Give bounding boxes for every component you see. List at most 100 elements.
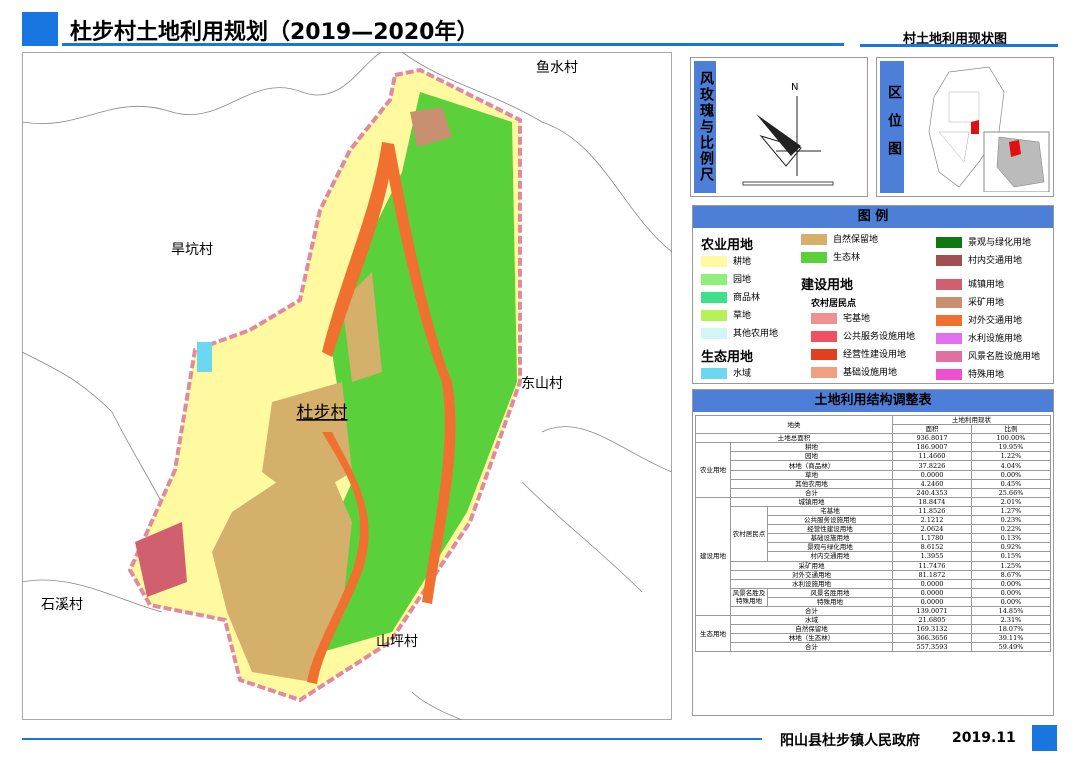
legend-item: 采矿用地 [936, 297, 1004, 309]
table-row: 草地 0.0000 0.00% [696, 469, 1051, 480]
table-cell: 经营性建设用地 [767, 524, 893, 535]
table-cell: 240.4353 [892, 487, 972, 498]
legend-item: 水利设施用地 [936, 333, 1022, 345]
table-row: 土地总面积 936.8017 100.00% [695, 433, 1051, 444]
legend-item: 经营性建设用地 [811, 349, 906, 361]
table-row: 林地（生态林） 366.3656 39.11% [696, 633, 1051, 644]
table-cell: 0.23% [971, 515, 1051, 526]
legend-label: 水域 [733, 369, 752, 379]
table-cell: 19.95% [971, 442, 1051, 453]
table-cell: 建设用地 [695, 496, 731, 617]
legend-swatch [701, 274, 727, 285]
footer-date: 2019.11 [952, 730, 1016, 746]
table-cell: 1.25% [971, 560, 1051, 571]
table-cell: 8.6152 [892, 542, 972, 553]
legend-swatch [936, 369, 962, 380]
table-cell: 合计 [730, 605, 893, 617]
legend-item: 村内交通用地 [936, 255, 1022, 267]
legend-label: 其他农用地 [733, 329, 779, 339]
table-cell: 草地 [730, 469, 893, 480]
table-cell: 11.7476 [892, 560, 972, 571]
legend-item: 其他农用地 [701, 328, 778, 340]
legend-label: 风景名胜设施用地 [968, 352, 1041, 362]
legend-swatch [936, 237, 962, 248]
legend-label: 自然保留地 [833, 235, 879, 245]
compass-panel: 风玫瑰与比例尺 N [690, 57, 868, 197]
footer-square [1032, 725, 1057, 751]
table-cell: 936.8017 [892, 433, 972, 444]
table-row: 其他农用地 4.2460 0.45% [696, 478, 1051, 489]
legend-swatch [701, 368, 727, 379]
legend-item: 水域 [701, 368, 751, 380]
footer-org: 阳山县杜步镇人民政府 [780, 733, 920, 749]
legend-item: 特殊用地 [936, 369, 1004, 381]
table-cell: 景观与绿化用地 [767, 542, 893, 553]
table-cell: 宅基地 [767, 505, 893, 517]
title: 杜步村土地利用规划（2019—2020年） [70, 20, 479, 45]
footer-rule [22, 738, 762, 740]
location-map [928, 66, 1050, 192]
legend-swatch [936, 279, 962, 290]
north-label: N [791, 82, 799, 93]
table-cell: 81.1872 [892, 569, 972, 580]
legend-label: 特殊用地 [968, 370, 1005, 380]
legend-swatch [701, 256, 727, 267]
subtitle-rule [860, 44, 1058, 47]
legend: 图 例 农业用地 生态用地 建设用地 农村居民点 耕地 园地 商品林 草地 其他农用地水… [692, 205, 1054, 384]
table-cell: 0.45% [971, 478, 1051, 489]
table-panel: 土地利用结构调整表 地类 土地利用现状 面积 比例 土地总面积 936.8017 100.0… [692, 389, 1054, 716]
table-cell: 自然保留地 [730, 624, 893, 635]
table-cell: 18.07% [971, 624, 1051, 635]
compass-title: 风玫瑰与比例尺 [694, 61, 716, 193]
table-cell: 2.31% [971, 615, 1051, 626]
table-cell: 耕地 [730, 442, 893, 453]
table-cell: 面积 [892, 424, 972, 435]
table-row: 对外交通用地 81.1872 8.67% [696, 569, 1051, 580]
table-cell: 采矿用地 [730, 560, 893, 571]
table-cell: 0.0000 [892, 596, 972, 607]
legend-label: 园地 [733, 275, 752, 285]
place-label: 旱坑村 [171, 242, 213, 258]
legend-label: 城镇用地 [968, 280, 1005, 290]
legend-title: 图 例 [693, 206, 1053, 228]
table-title: 土地利用结构调整表 [693, 390, 1053, 412]
table-cell: 土地总面积 [695, 433, 893, 444]
legend-label: 宅基地 [843, 314, 871, 324]
table-row: 面积 比例 [696, 424, 1051, 435]
legend-label: 景观与绿化用地 [968, 238, 1032, 248]
legend-label: 基础设施用地 [843, 368, 898, 378]
place-label: 东山村 [521, 376, 563, 392]
legend-item: 对外交通用地 [936, 315, 1022, 327]
legend-item: 草地 [701, 310, 751, 322]
table-cell: 地类 [695, 414, 893, 435]
table-cell: 其他农用地 [730, 478, 893, 489]
table-cell: 农村居民点 [730, 505, 768, 562]
legend-swatch [936, 297, 962, 308]
legend-label: 公共服务设施用地 [843, 332, 916, 342]
table-cell: 对外交通用地 [730, 569, 893, 580]
table-cell: 139.0071 [892, 605, 972, 617]
legend-item: 生态林 [801, 252, 860, 264]
legend-label: 草地 [733, 311, 752, 321]
legend-label: 对外交通用地 [968, 316, 1023, 326]
table-cell: 14.85% [971, 605, 1051, 617]
table-row: 生态用地 水域 21.6805 2.31% [695, 615, 1051, 653]
legend-swatch [811, 349, 837, 360]
table-cell: 25.66% [971, 487, 1051, 498]
table-cell: 2.1212 [892, 515, 972, 526]
legend-item: 园地 [701, 274, 751, 286]
table-cell: 18.8474 [892, 496, 972, 507]
subtitle: 村土地利用现状图 [903, 32, 1008, 47]
table-row: 建设用地 城镇用地 18.8474 2.01% [695, 496, 1051, 617]
place-label: 石溪村 [41, 597, 83, 613]
table-cell: 11.8526 [892, 505, 972, 517]
table-cell: 366.3656 [892, 633, 972, 644]
land-table: 地类 土地利用现状 面积 比例 土地总面积 936.8017 100.00% 农业用地 耕地 18… [695, 414, 1051, 653]
table-cell: 186.9007 [892, 442, 972, 453]
legend-header: 建设用地 [801, 278, 854, 293]
table-cell: 100.00% [971, 433, 1051, 444]
table-cell: 0.0000 [892, 587, 972, 598]
table-cell: 合计 [730, 487, 893, 498]
wind-rose [742, 96, 834, 186]
